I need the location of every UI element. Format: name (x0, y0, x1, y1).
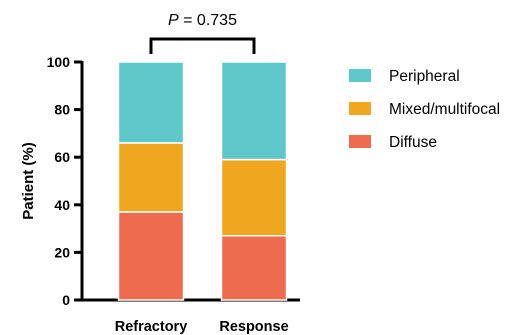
y-axis-label: Patient (%) (20, 142, 37, 220)
bar-segment-peripheral (117, 61, 185, 144)
legend: Peripheral Mixed/multifocal Diffuse (349, 68, 500, 151)
x-tick-label: Response (219, 319, 288, 335)
legend-label: Mixed/multifocal (389, 101, 500, 118)
y-tick-label: 40 (54, 197, 70, 213)
bar-segment-mixed-multifocal (220, 158, 288, 237)
legend-swatch (349, 135, 371, 148)
legend-swatch (349, 69, 371, 82)
y-tick-label: 0 (62, 292, 70, 308)
y-tick-label: 20 (54, 244, 70, 260)
p-value: = 0.735 (179, 12, 237, 29)
bar-segment-diffuse (117, 211, 185, 301)
p-symbol: P (168, 12, 179, 29)
bar-segment-peripheral (220, 61, 288, 161)
y-tick-label: 60 (54, 149, 70, 165)
bar-segment-diffuse (220, 234, 288, 301)
bars: Refractory Response (115, 61, 289, 335)
p-value-label: P = 0.735 (168, 12, 237, 29)
axes: 0 20 40 60 80 100 (47, 54, 300, 308)
legend-label: Peripheral (389, 68, 460, 85)
legend-swatch (349, 102, 371, 115)
x-tick-label: Refractory (115, 319, 188, 335)
legend-label: Diffuse (389, 134, 437, 151)
significance-bracket (149, 37, 256, 54)
y-tick-label: 80 (54, 102, 70, 118)
significance-annotation: P = 0.735 (149, 12, 256, 54)
y-tick-label: 100 (47, 54, 71, 70)
bar-segment-mixed-multifocal (117, 142, 185, 213)
